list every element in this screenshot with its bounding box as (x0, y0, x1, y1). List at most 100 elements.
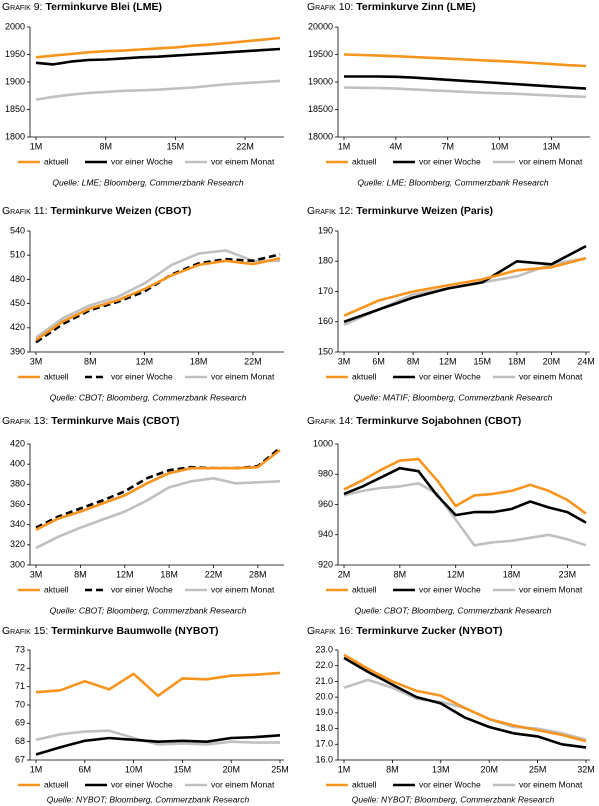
legend-label: vor einer Woche (419, 779, 481, 789)
y-tick-label: 21.0 (315, 676, 333, 686)
source: Quelle: CBOT; Bloomberg, Commerzbank Res… (355, 605, 552, 615)
chart-title: Terminkurve Sojabohnen (CBOT) (356, 415, 521, 427)
legend-label: vor einem Monat (519, 779, 583, 789)
x-tick-label: 15M (174, 764, 192, 774)
source: Quelle: NYBOT; Bloomberg, Commerzbank Re… (47, 794, 250, 804)
series-line (35, 36, 281, 59)
x-tick-label: 8M (84, 356, 97, 366)
x-tick-label: 20M (222, 764, 240, 774)
x-tick-label: 3M (30, 356, 43, 366)
x-tick-label: 13M (432, 764, 450, 774)
x-tick-label: 10M (125, 764, 143, 774)
chart-label: Grafik 9: (2, 1, 42, 13)
y-tick-label: 160 (318, 316, 333, 326)
legend-label: vor einem Monat (519, 584, 583, 594)
y-tick-label: 420 (10, 438, 25, 448)
legend-label: vor einem Monat (211, 584, 275, 594)
y-tick-label: 180 (318, 256, 333, 266)
x-tick-label: 22M (236, 141, 254, 151)
y-tick-label: 1000 (313, 438, 333, 448)
y-tick-label: 69 (15, 718, 25, 728)
y-tick-label: 940 (318, 529, 333, 539)
chart-title: Terminkurve Blei (LME) (45, 1, 162, 13)
chart-title: Terminkurve Weizen (CBOT) (51, 205, 192, 217)
y-tick-label: 20000 (308, 21, 333, 31)
x-tick-label: 7M (441, 141, 454, 151)
chart-title: Terminkurve Zinn (LME) (356, 1, 475, 13)
x-tick-label: 20M (480, 764, 498, 774)
y-tick-label: 1850 (5, 104, 25, 114)
y-tick-label: 17.0 (315, 739, 333, 749)
series-line (343, 466, 587, 524)
legend-label: aktuell (352, 584, 377, 594)
legend-label: aktuell (352, 371, 377, 381)
x-tick-label: 25M (529, 764, 547, 774)
chart-title: Terminkurve Mais (CBOT) (51, 415, 179, 427)
chart-title: Terminkurve Baumwolle (NYBOT) (51, 625, 218, 637)
chart-title: Terminkurve Weizen (Paris) (356, 205, 493, 217)
x-tick-label: 25M (271, 764, 289, 774)
x-tick-label: 12M (116, 569, 134, 579)
series-line (35, 253, 281, 344)
y-tick-label: 320 (10, 539, 25, 549)
y-tick-label: 18.0 (315, 723, 333, 733)
x-tick-label: 13M (543, 141, 561, 151)
y-tick-label: 72 (15, 663, 25, 673)
x-tick-label: 3M (30, 569, 43, 579)
y-tick-label: 16.0 (315, 754, 333, 764)
chart-label: Grafik 12: (307, 205, 353, 217)
y-tick-label: 190 (318, 225, 333, 235)
series-line (35, 257, 281, 341)
legend-label: vor einem Monat (519, 371, 583, 381)
series-line (35, 47, 281, 66)
x-tick-label: 6M (372, 356, 385, 366)
x-tick-label: 3M (338, 356, 351, 366)
series-line (35, 249, 280, 339)
series-line (343, 678, 587, 741)
source: Quelle: LME; Bloomberg, Commerzbank Rese… (52, 177, 244, 187)
x-tick-label: 18M (160, 569, 178, 579)
y-tick-label: 300 (10, 559, 25, 569)
x-tick-label: 1M (338, 141, 351, 151)
legend-label: vor einer Woche (419, 584, 481, 594)
source: Quelle: CBOT; Bloomberg, Commerzbank Res… (50, 605, 247, 615)
y-tick-label: 18000 (308, 131, 333, 141)
y-tick-label: 380 (10, 479, 25, 489)
y-tick-label: 170 (318, 286, 333, 296)
legend-label: vor einer Woche (111, 584, 173, 594)
source: Quelle: LME; Bloomberg, Commerzbank Rese… (357, 177, 549, 187)
y-tick-label: 980 (318, 469, 333, 479)
x-tick-label: 22M (205, 569, 223, 579)
legend-label: aktuell (44, 156, 69, 166)
series-line (35, 449, 281, 531)
legend-label: aktuell (44, 371, 69, 381)
y-tick-label: 20.0 (315, 692, 333, 702)
y-tick-label: 420 (10, 322, 25, 332)
y-tick-label: 70 (15, 699, 25, 709)
x-tick-label: 1M (338, 764, 351, 774)
legend-label: vor einer Woche (419, 371, 481, 381)
x-tick-label: 18M (503, 569, 521, 579)
y-tick-label: 150 (318, 346, 333, 356)
legend-label: aktuell (352, 779, 377, 789)
y-tick-label: 68 (15, 736, 25, 746)
y-tick-label: 1800 (5, 131, 25, 141)
y-tick-label: 67 (15, 754, 25, 764)
series-line (343, 656, 587, 749)
legend-label: vor einer Woche (111, 371, 173, 381)
x-tick-label: 12M (439, 356, 457, 366)
y-tick-label: 1900 (5, 76, 25, 86)
legend-label: vor einem Monat (519, 156, 583, 166)
x-tick-label: 10M (491, 141, 509, 151)
y-tick-label: 19500 (308, 49, 333, 59)
x-tick-label: 2M (338, 569, 351, 579)
x-tick-label: 8M (407, 356, 420, 366)
source: Quelle: CBOT; Bloomberg, Commerzbank Res… (50, 392, 247, 402)
x-tick-label: 8M (394, 569, 407, 579)
source: Quelle: NYBOT; Bloomberg, Commerzbank Re… (352, 794, 555, 804)
y-tick-label: 360 (10, 499, 25, 509)
y-tick-label: 19.0 (315, 707, 333, 717)
series-line (343, 244, 587, 324)
series-line (35, 477, 281, 550)
y-tick-label: 390 (10, 346, 25, 356)
